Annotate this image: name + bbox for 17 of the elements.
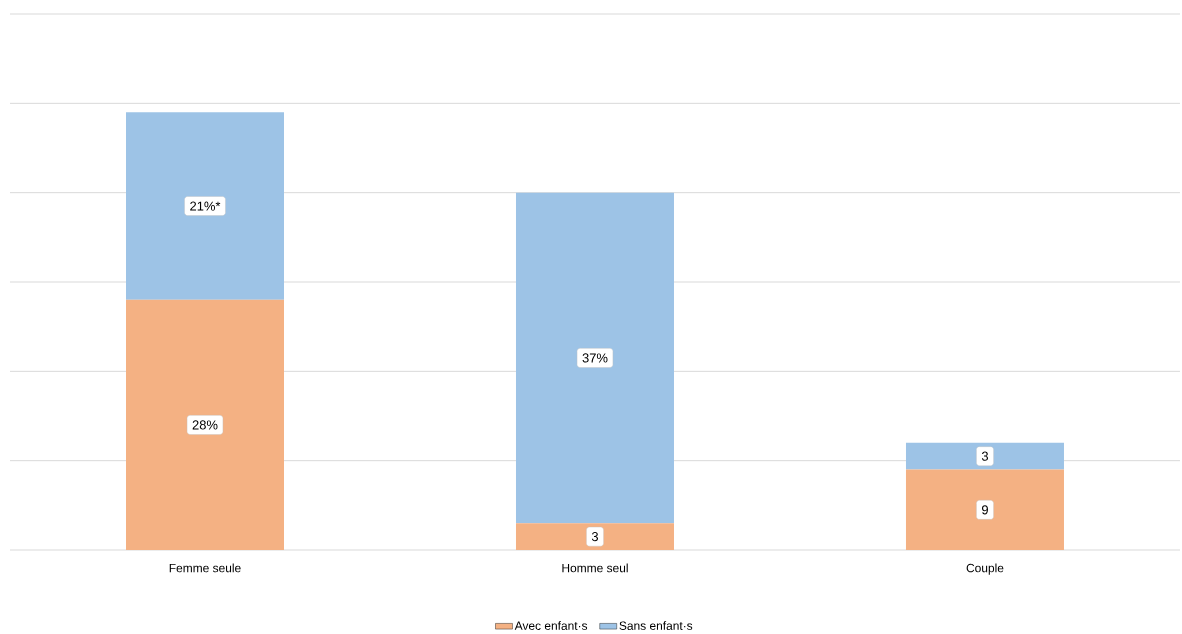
bar bbox=[905, 442, 1064, 470]
bar bbox=[515, 192, 674, 524]
x-tick-label: Couple bbox=[966, 563, 1004, 575]
data-label: 9 bbox=[981, 505, 988, 515]
legend-label: Avec enfant·s bbox=[514, 621, 588, 630]
bar bbox=[126, 112, 284, 300]
bar bbox=[515, 523, 674, 550]
x-tick-label: Homme seul bbox=[562, 563, 628, 573]
data-label: 37% bbox=[582, 353, 608, 363]
data-label: 3 bbox=[591, 532, 599, 542]
data-label: 28% bbox=[192, 420, 218, 430]
bar bbox=[126, 299, 284, 550]
data-label: 21%* bbox=[190, 201, 221, 211]
legend-label: Sans enfant·s bbox=[619, 621, 693, 630]
bar bbox=[905, 469, 1064, 550]
x-tick-label: Femme seule bbox=[169, 563, 241, 573]
data-label: 3 bbox=[981, 451, 989, 461]
